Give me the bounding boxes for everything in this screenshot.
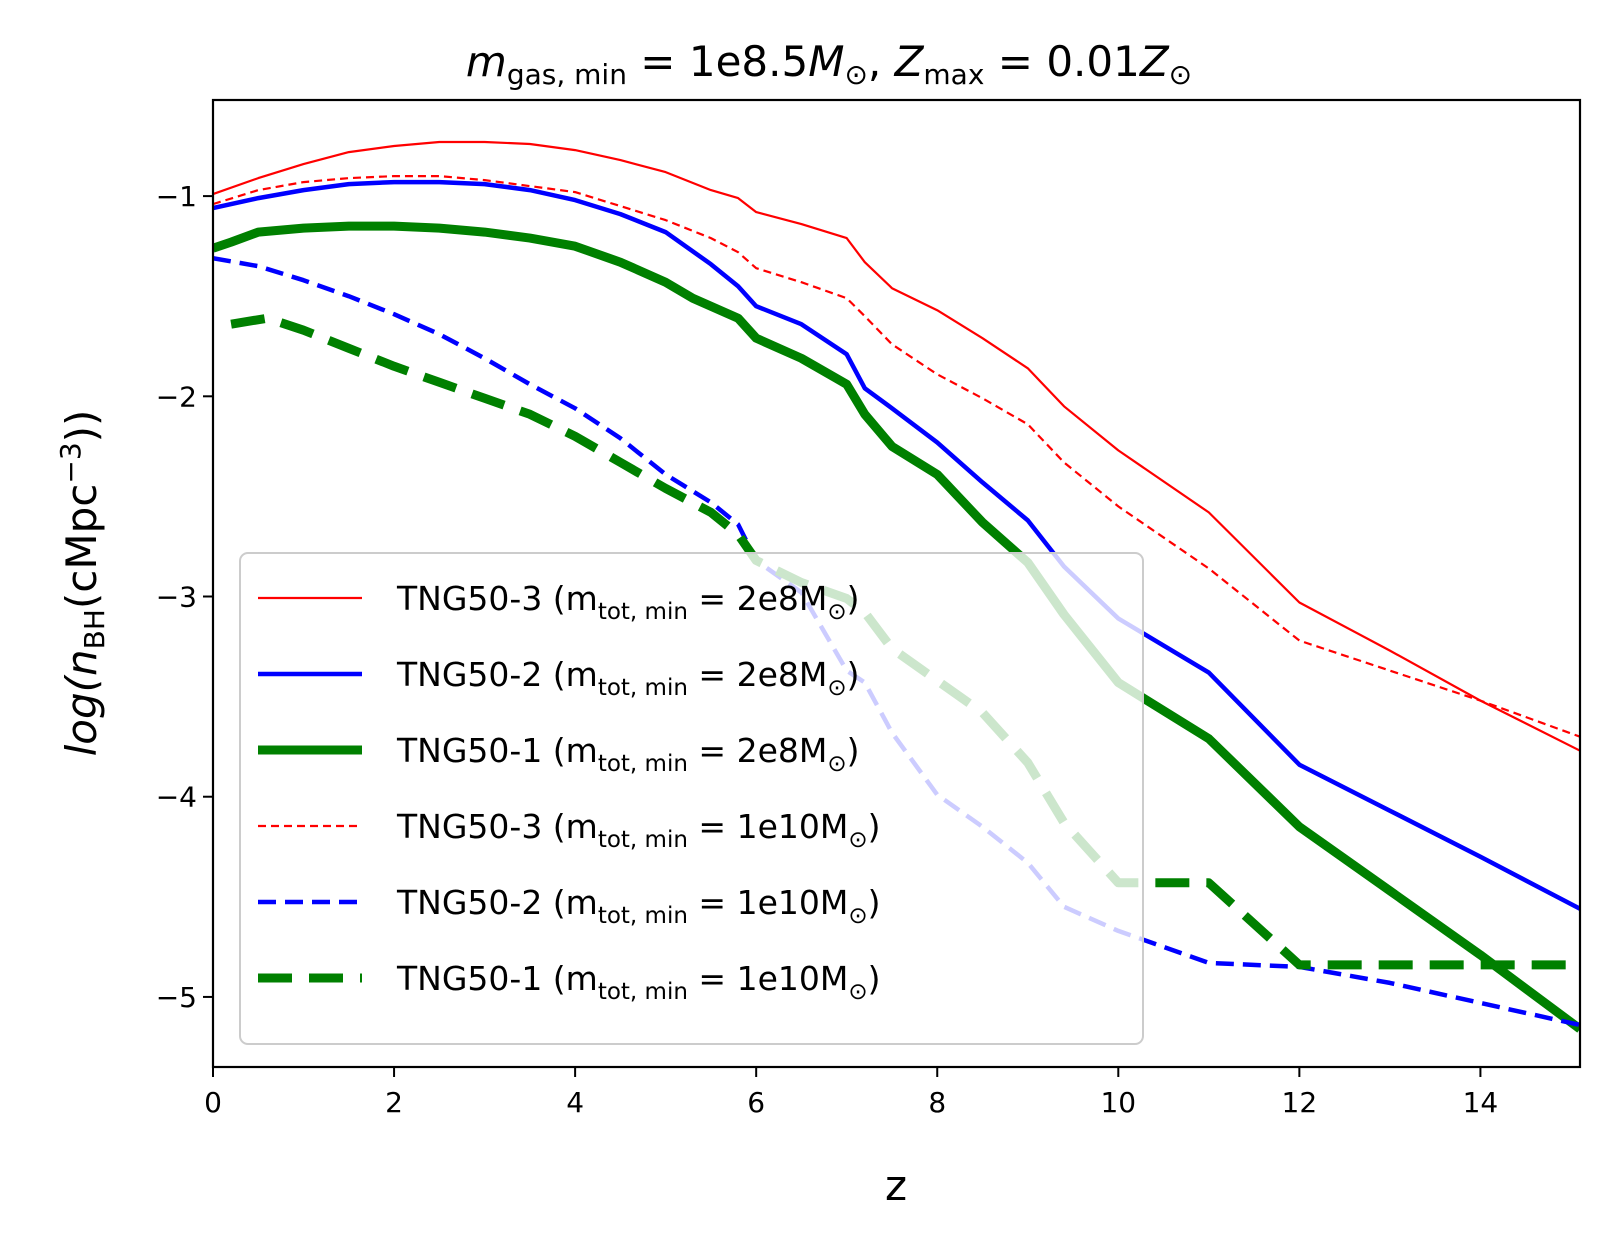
x-axis-label: z (885, 1161, 907, 1210)
y-axis-label: log(nBH(cMpc−3)) (54, 410, 111, 757)
legend-label-2: TNG50-2 (mtot, min = 2e8M⊙) (396, 655, 860, 701)
chart-title: mgas, min = 1e8.5M⊙, Zmax = 0.01Z⊙ (466, 37, 1192, 91)
x-tick-label: 4 (566, 1086, 584, 1119)
legend-label-3: TNG50-1 (mtot, min = 2e8M⊙) (396, 731, 860, 777)
legend-label-5: TNG50-2 (mtot, min = 1e10M⊙) (396, 883, 881, 929)
series-line-4 (213, 175, 1580, 738)
series-line-1 (213, 140, 1580, 752)
x-tick-label: 0 (204, 1086, 222, 1119)
legend: TNG50-3 (mtot, min = 2e8M⊙) TNG50-2 (mtot… (239, 552, 1144, 1045)
series-line-2 (213, 179, 1580, 911)
x-tick-label: 8 (928, 1086, 946, 1119)
x-tick-label: 2 (385, 1086, 403, 1119)
plot-frame (211, 98, 1582, 1069)
legend-box (239, 552, 1144, 1045)
x-tick-label: 12 (1282, 1086, 1318, 1119)
legend-label-1: TNG50-3 (mtot, min = 2e8M⊙) (396, 579, 860, 625)
series-line-3 (213, 221, 1580, 1033)
y-tick-label: −1 (156, 180, 197, 213)
legend-entries: TNG50-3 (mtot, min = 2e8M⊙) TNG50-2 (mtot… (258, 579, 881, 1005)
axis-ticks: 0 2 4 6 8 10 12 14 −1 −2 −3 −4 −5 (156, 180, 1499, 1119)
legend-label-6: TNG50-1 (mtot, min = 1e10M⊙) (396, 959, 881, 1005)
y-tick-label: −3 (156, 581, 197, 614)
y-tick-label: −5 (156, 981, 197, 1014)
x-tick-label: 6 (747, 1086, 765, 1119)
x-tick-label: 10 (1100, 1086, 1136, 1119)
x-tick-label: 14 (1463, 1086, 1499, 1119)
legend-label-4: TNG50-3 (mtot, min = 1e10M⊙) (396, 807, 881, 853)
y-tick-label: −2 (156, 380, 197, 413)
y-tick-label: −4 (156, 781, 197, 814)
